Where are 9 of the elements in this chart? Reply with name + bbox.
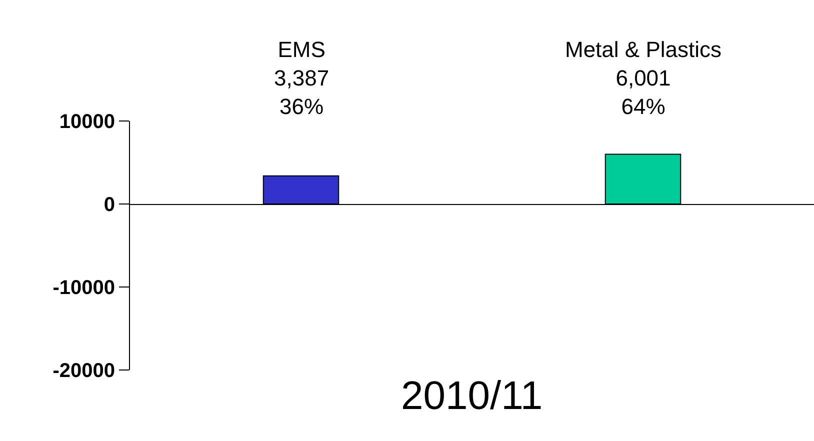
y-tick-label: -10000 (52, 277, 115, 299)
x-tick-label: Metal & Plastics (565, 37, 722, 62)
y-tick-label: 0 (104, 194, 115, 216)
y-tick-label: -20000 (52, 360, 115, 382)
x-axis-title: 2010/11 (401, 374, 543, 418)
data-label: 6,001 64% (616, 66, 671, 120)
x-tick-label: EMS (278, 37, 326, 62)
data-label: 3,387 36% (274, 66, 330, 120)
y-tick-label: 10000 (59, 111, 115, 133)
